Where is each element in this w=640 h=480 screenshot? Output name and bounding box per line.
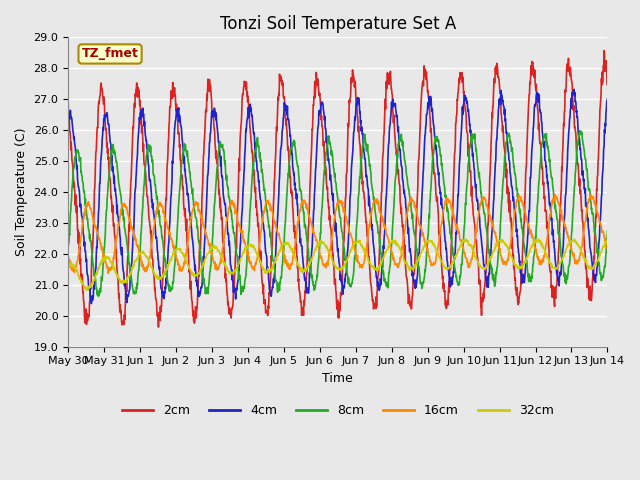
Line: 8cm: 8cm (68, 131, 607, 296)
2cm (540, 180, 548, 185)
2cm (422, 72, 429, 78)
4cm (245, 115, 253, 121)
4cm (64, 126, 72, 132)
Line: 16cm: 16cm (68, 195, 607, 273)
2cm (184, 253, 192, 259)
32cm (492, 242, 500, 248)
Line: 2cm: 2cm (68, 50, 607, 327)
16cm (586, 192, 594, 198)
2cm (600, 48, 608, 53)
32cm (64, 262, 72, 268)
16cm (64, 255, 72, 261)
16cm (104, 270, 112, 276)
32cm (604, 237, 611, 243)
8cm (604, 228, 611, 234)
32cm (172, 247, 179, 252)
2cm (64, 98, 72, 104)
Line: 4cm: 4cm (68, 89, 607, 303)
4cm (422, 124, 429, 130)
4cm (492, 144, 500, 149)
32cm (245, 243, 253, 249)
32cm (534, 236, 542, 242)
8cm (184, 160, 192, 166)
X-axis label: Time: Time (323, 372, 353, 385)
8cm (64, 244, 72, 250)
32cm (540, 245, 548, 251)
4cm (88, 300, 95, 306)
4cm (540, 144, 548, 149)
32cm (184, 264, 192, 269)
4cm (570, 86, 578, 92)
2cm (155, 324, 163, 330)
16cm (172, 252, 179, 258)
8cm (492, 269, 500, 275)
Line: 32cm: 32cm (68, 239, 607, 290)
16cm (492, 234, 500, 240)
16cm (422, 240, 429, 246)
8cm (422, 263, 429, 268)
8cm (540, 133, 548, 139)
16cm (184, 236, 192, 241)
8cm (95, 293, 102, 299)
2cm (172, 92, 179, 98)
4cm (604, 96, 611, 102)
2cm (492, 63, 500, 69)
16cm (245, 259, 253, 264)
8cm (172, 254, 179, 260)
8cm (576, 128, 584, 133)
4cm (172, 118, 179, 124)
2cm (604, 82, 611, 88)
Legend: 2cm, 4cm, 8cm, 16cm, 32cm: 2cm, 4cm, 8cm, 16cm, 32cm (116, 399, 559, 422)
Title: Tonzi Soil Temperature Set A: Tonzi Soil Temperature Set A (220, 15, 456, 33)
16cm (604, 246, 611, 252)
8cm (245, 229, 253, 235)
32cm (422, 239, 429, 244)
32cm (83, 288, 90, 293)
16cm (540, 252, 548, 258)
Y-axis label: Soil Temperature (C): Soil Temperature (C) (15, 128, 28, 256)
2cm (245, 108, 253, 114)
Text: TZ_fmet: TZ_fmet (82, 48, 138, 60)
4cm (184, 197, 192, 203)
